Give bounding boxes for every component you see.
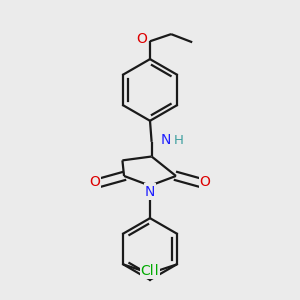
Text: Cl: Cl [146,264,159,278]
Text: Cl: Cl [141,264,154,278]
Text: N: N [145,184,155,199]
Text: O: O [136,32,147,46]
Text: O: O [89,176,100,190]
Text: N: N [161,133,171,147]
Text: O: O [200,176,211,190]
Text: H: H [173,134,183,147]
